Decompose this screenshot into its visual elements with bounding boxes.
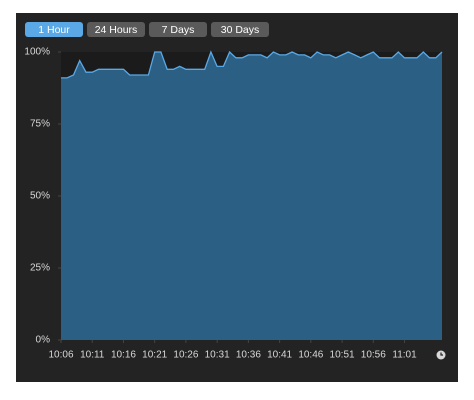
- tab-background: [149, 22, 207, 37]
- tab-bar: 1 Hour 24 Hours 7 Days 30 Days: [25, 22, 269, 37]
- tab-label: 7 Days: [162, 24, 195, 36]
- y-tick-label: 0%: [36, 335, 51, 346]
- x-tick-label: 10:56: [361, 350, 386, 361]
- x-tick-label: 10:06: [48, 350, 73, 361]
- x-tick-label: 10:51: [330, 350, 355, 361]
- x-tick-label: 10:41: [267, 350, 292, 361]
- x-tick-label: 10:26: [173, 350, 198, 361]
- tab[interactable]: 1 Hour: [25, 22, 83, 37]
- x-tick-label: 10:46: [298, 350, 323, 361]
- area-line: [61, 50, 443, 79]
- x-tick-label: 10:31: [205, 350, 230, 361]
- tab-background: [25, 22, 83, 37]
- y-tick-label: 100%: [24, 47, 50, 58]
- tab-label: 24 Hours: [95, 24, 138, 36]
- tab-label: 1 Hour: [38, 24, 70, 36]
- y-tick-label: 75%: [30, 119, 50, 130]
- clock-icon: [436, 350, 446, 360]
- x-tick-label: 10:16: [111, 350, 136, 361]
- tab[interactable]: 24 Hours: [87, 22, 145, 37]
- y-tick-label: 25%: [30, 263, 50, 274]
- x-tick-label: 10:11: [80, 350, 105, 361]
- x-tick-label: 11:01: [392, 350, 417, 361]
- tab-background: [211, 22, 269, 37]
- tab[interactable]: 30 Days: [211, 22, 269, 37]
- x-tick-label: 10:21: [142, 350, 167, 361]
- y-tick-label: 50%: [30, 191, 50, 202]
- area-fill: [61, 52, 442, 340]
- x-tick-label: 10:36: [236, 350, 261, 361]
- tab[interactable]: 7 Days: [149, 22, 207, 37]
- tab-background: [87, 22, 145, 37]
- tab-label: 30 Days: [221, 24, 260, 36]
